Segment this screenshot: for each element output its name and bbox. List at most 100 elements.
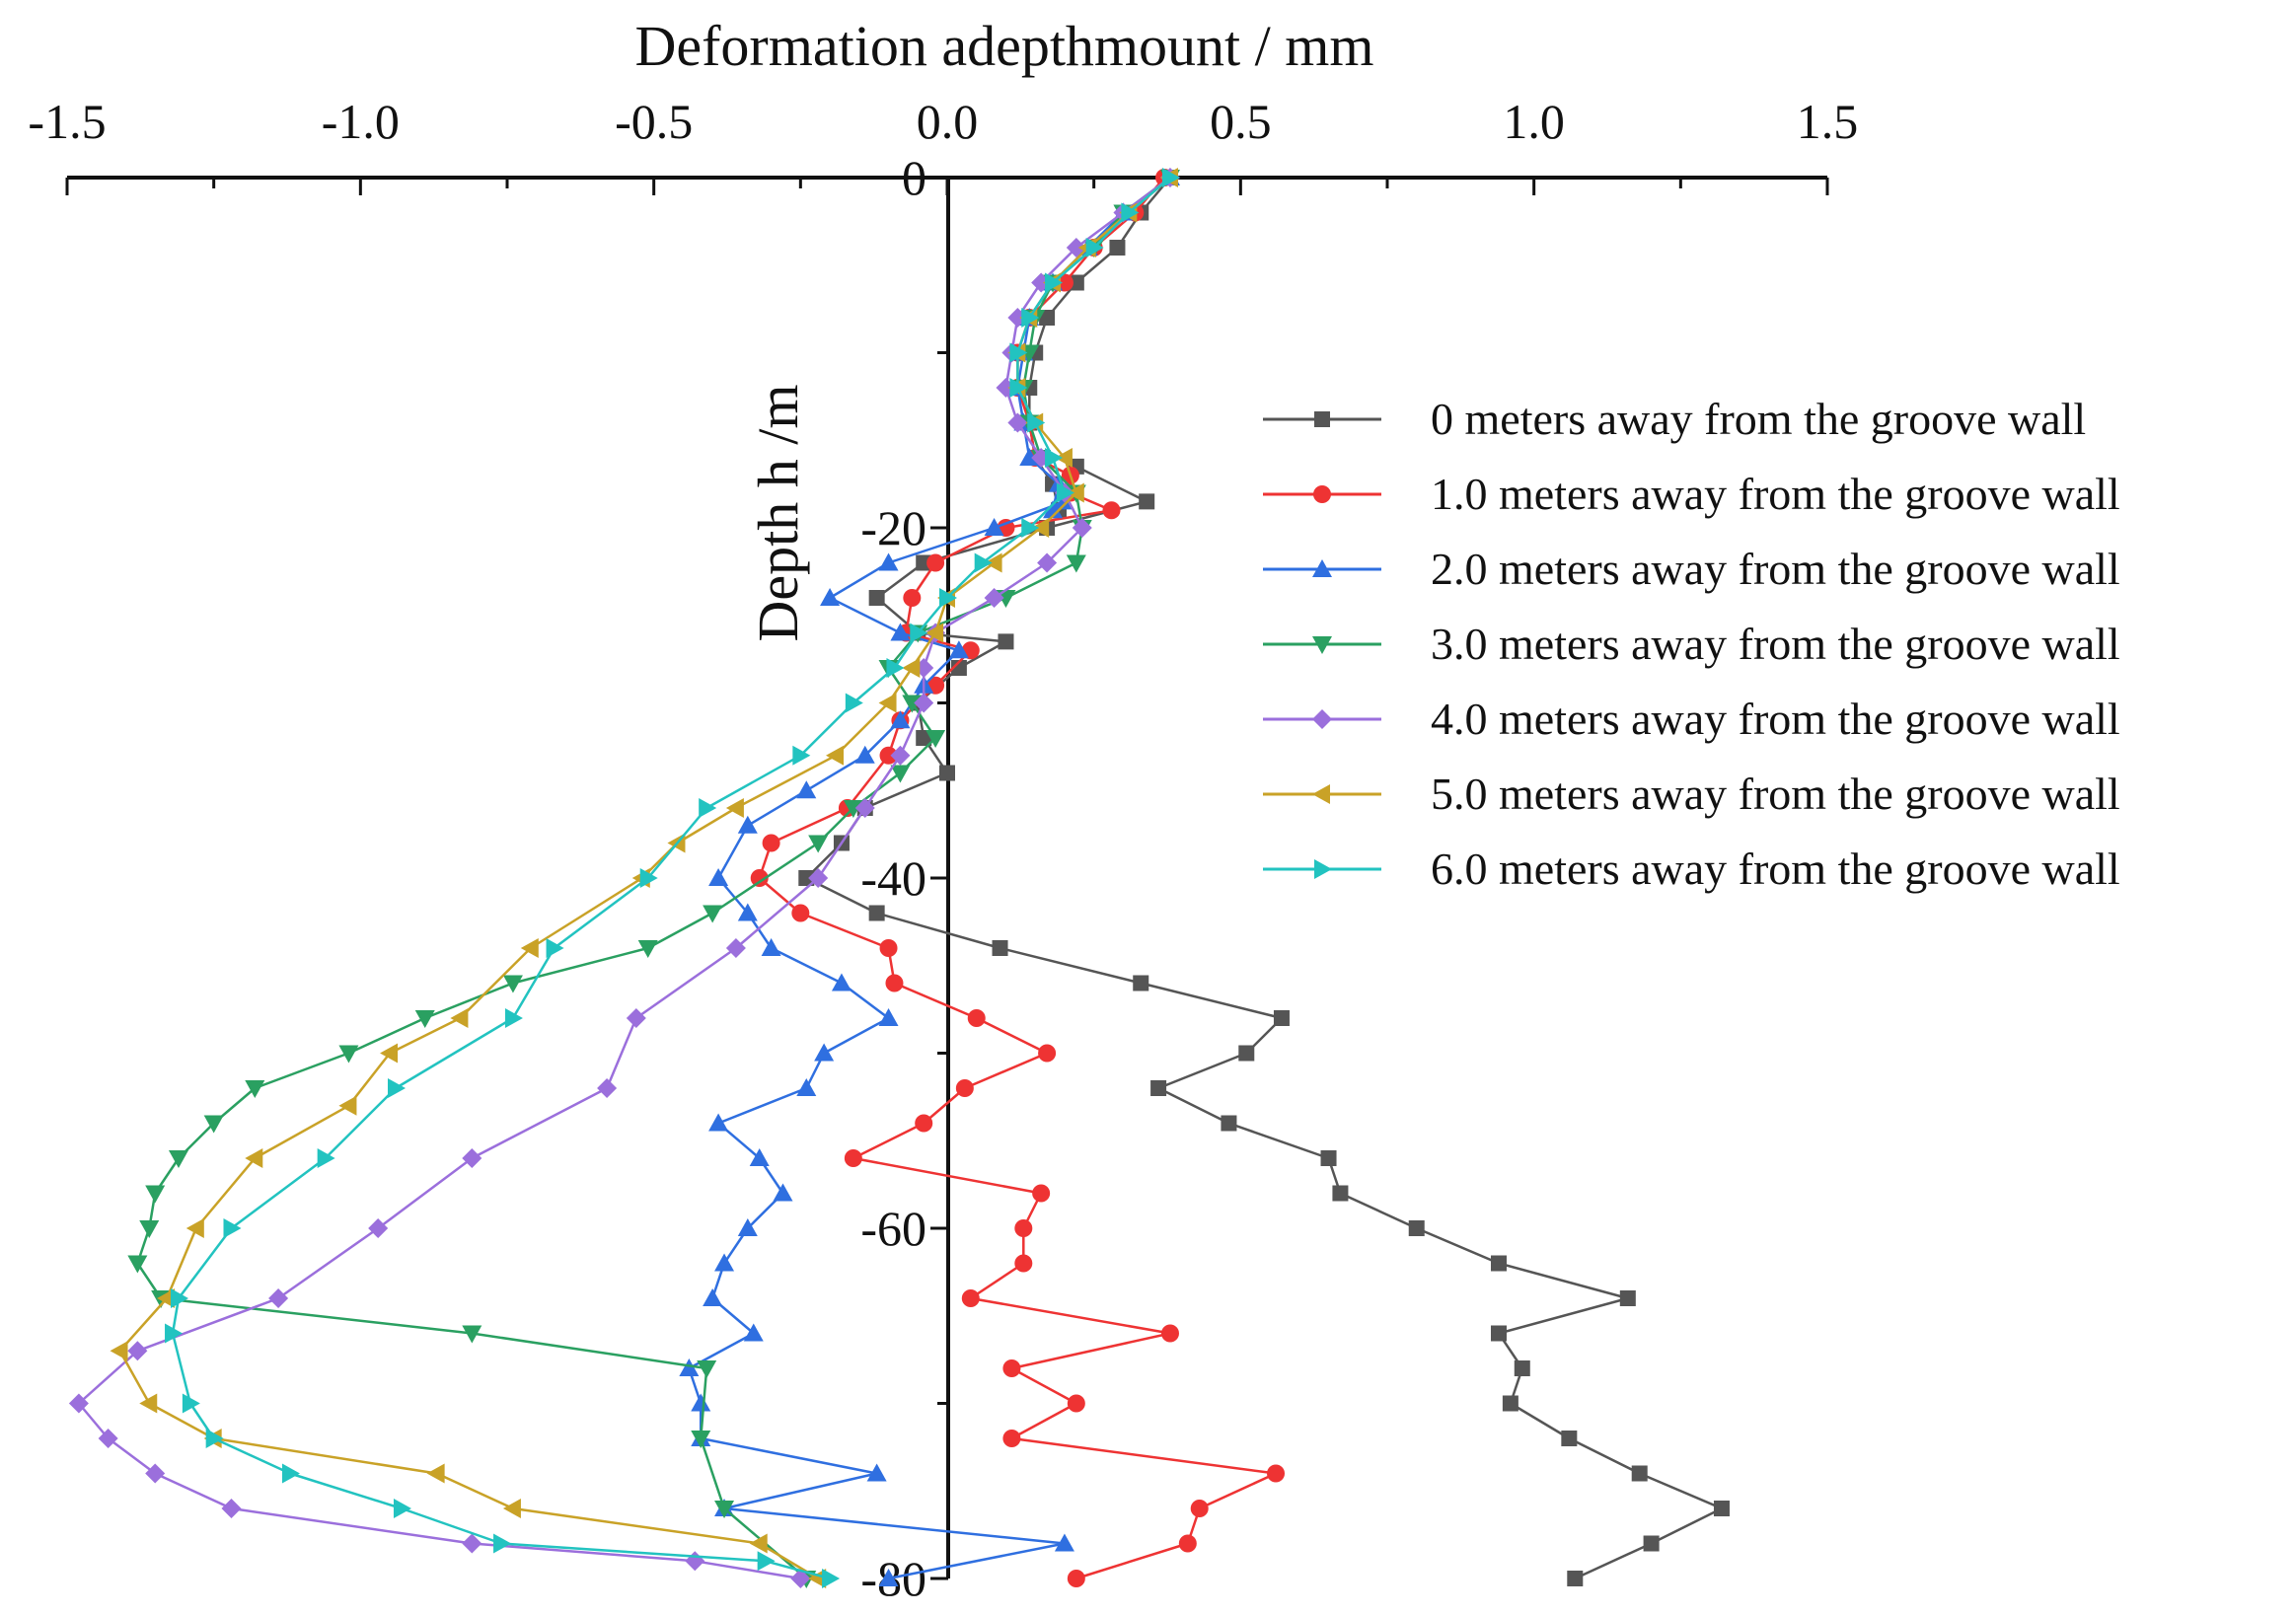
data-point <box>223 1218 242 1238</box>
data-point <box>773 1183 793 1202</box>
data-point <box>1054 448 1073 468</box>
data-point <box>462 1325 482 1344</box>
data-point <box>820 588 841 606</box>
data-point <box>1121 202 1140 223</box>
data-point <box>626 1008 646 1028</box>
data-point <box>1160 1324 1179 1343</box>
data-point <box>185 1218 204 1238</box>
data-point <box>868 590 885 606</box>
data-point <box>737 1218 758 1236</box>
data-point <box>725 938 746 958</box>
data-point <box>1066 238 1086 257</box>
data-point <box>750 869 769 887</box>
data-point <box>1002 1359 1021 1377</box>
data-point <box>1043 500 1064 519</box>
data-point <box>879 746 898 765</box>
data-point <box>749 1533 768 1554</box>
data-point <box>714 1253 735 1272</box>
data-point <box>890 745 911 766</box>
legend-label: 3.0 meters away from the groove wall <box>1431 619 2120 669</box>
data-point <box>902 695 923 713</box>
legend-label: 0 meters away from the groove wall <box>1431 394 2086 444</box>
data-point <box>1631 1465 1648 1482</box>
data-point <box>822 1569 841 1588</box>
data-point <box>1408 1220 1425 1236</box>
data-point <box>1320 1150 1337 1166</box>
data-point <box>1643 1535 1660 1552</box>
data-point <box>939 588 957 608</box>
data-point <box>1067 1394 1085 1413</box>
legend-marker <box>1313 485 1331 503</box>
legend-item: 6.0 meters away from the groove wall <box>1263 844 2120 894</box>
data-point <box>854 798 875 818</box>
data-point <box>792 745 811 766</box>
data-point <box>168 1150 188 1168</box>
data-point <box>691 1393 711 1412</box>
data-point <box>886 658 905 678</box>
legend-item: 4.0 meters away from the groove wall <box>1263 694 2120 744</box>
y-tick-label: 0 <box>902 150 926 205</box>
data-point <box>1490 1325 1507 1342</box>
series-layer <box>68 168 1730 1588</box>
data-point <box>1027 412 1046 433</box>
data-point <box>462 1533 482 1554</box>
data-point <box>984 552 1002 573</box>
data-point <box>725 798 744 818</box>
data-point <box>1619 1290 1636 1306</box>
data-point <box>910 623 928 643</box>
legend-marker <box>1314 859 1332 879</box>
x-tick-label: 0.0 <box>917 94 979 149</box>
data-point <box>843 800 863 818</box>
data-point <box>165 1323 184 1344</box>
data-point <box>502 975 523 993</box>
data-point <box>939 765 955 781</box>
data-point <box>245 1080 265 1098</box>
x-tick-label: 1.5 <box>1797 94 1859 149</box>
legend-item: 5.0 meters away from the groove wall <box>1263 769 2120 819</box>
data-point <box>878 552 899 571</box>
legend-label: 6.0 meters away from the groove wall <box>1431 844 2120 894</box>
data-point <box>127 1255 148 1274</box>
data-point <box>998 633 1014 650</box>
data-point <box>1007 412 1028 433</box>
data-point <box>992 940 1008 956</box>
data-point <box>426 1463 445 1484</box>
data-point <box>205 1429 224 1448</box>
x-tick-label: -1.0 <box>322 94 400 149</box>
data-point <box>1567 1571 1584 1586</box>
data-point <box>1056 482 1074 503</box>
data-point <box>984 518 1004 536</box>
data-point <box>127 1341 148 1361</box>
data-point <box>639 868 658 888</box>
data-point <box>831 973 852 991</box>
data-point <box>878 1569 899 1586</box>
y-tick-label: -40 <box>860 850 926 906</box>
data-point <box>1045 448 1064 468</box>
data-point <box>791 904 810 922</box>
data-point <box>1009 342 1028 363</box>
data-point <box>984 588 1004 608</box>
data-point <box>1332 1185 1349 1202</box>
data-point <box>450 1008 469 1028</box>
data-point <box>1037 552 1058 573</box>
data-point <box>885 974 904 992</box>
data-point <box>737 815 758 834</box>
legend-item: 0 meters away from the groove wall <box>1263 394 2086 444</box>
data-point <box>1514 1360 1530 1376</box>
data-point <box>762 834 780 852</box>
data-point <box>317 1148 335 1168</box>
data-point <box>950 660 967 676</box>
data-point <box>737 903 758 921</box>
data-point <box>761 938 781 956</box>
data-point <box>1014 1254 1033 1273</box>
legend-marker <box>1312 784 1330 804</box>
x-tick-label: -1.5 <box>28 94 106 149</box>
data-point <box>1072 518 1092 538</box>
data-point <box>110 1341 128 1361</box>
series-5 <box>110 168 1178 1588</box>
data-point <box>68 1393 89 1414</box>
legend-label: 4.0 meters away from the groove wall <box>1431 694 2120 744</box>
data-point <box>493 1533 512 1554</box>
data-point <box>281 1463 300 1484</box>
data-point <box>796 1078 817 1096</box>
